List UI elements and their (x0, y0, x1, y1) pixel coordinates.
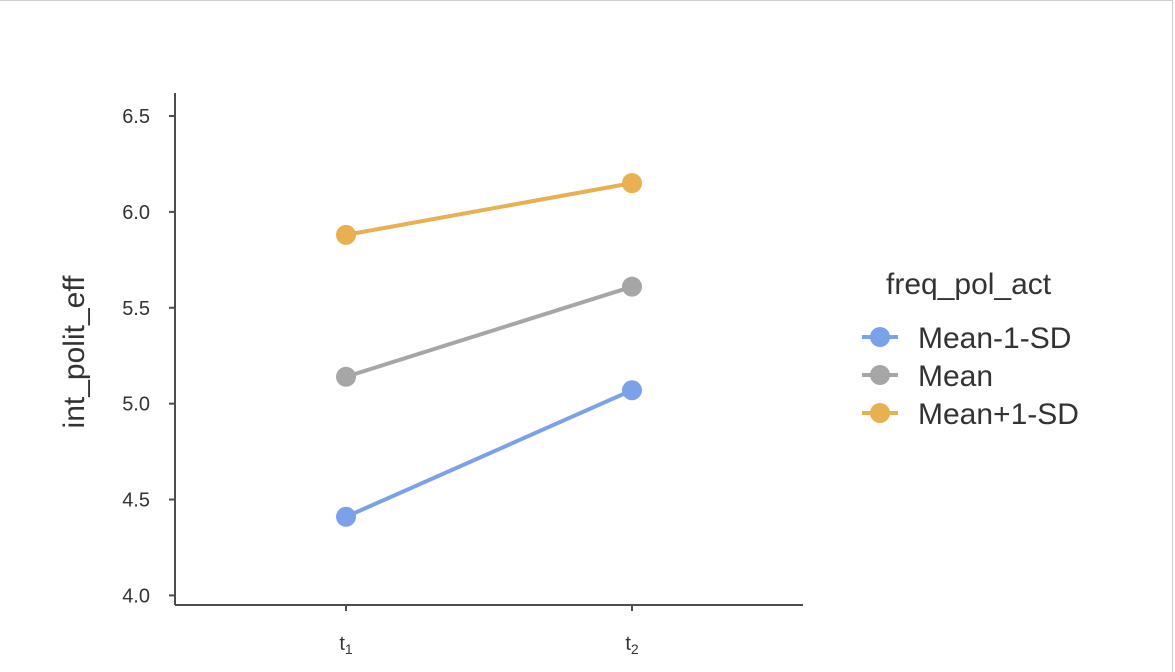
data-point (336, 506, 356, 527)
legend-item: Mean+1-SD (862, 398, 1079, 431)
legend-label: Mean+1-SD (918, 398, 1079, 431)
data-point (622, 380, 642, 401)
x-tick-label: t2 (625, 633, 639, 657)
x-tick-label-base: t (625, 633, 631, 655)
x-ticks: t1 t2 (339, 605, 639, 657)
axes (174, 93, 803, 606)
x-tick-label: t1 (339, 633, 353, 657)
legend-key-point (870, 403, 890, 423)
legend-title: freq_pol_act (886, 268, 1052, 301)
series-line (345, 181, 633, 237)
series-points (336, 173, 642, 527)
legend-item: Mean-1-SD (862, 322, 1071, 355)
legend-key-point (870, 327, 890, 347)
data-point (622, 276, 642, 297)
legend-label: Mean (918, 360, 993, 393)
data-point (336, 224, 356, 245)
legend-label: Mean-1-SD (918, 322, 1071, 355)
x-tick-label-subscript: 1 (345, 641, 353, 657)
x-tick-label-base: t (339, 633, 345, 655)
legend-key-point (870, 365, 890, 385)
data-point (622, 173, 642, 194)
x-tick-label-subscript: 2 (631, 641, 639, 657)
legend-items: Mean-1-SD Mean Mean+1-SD (862, 322, 1079, 431)
y-tick-label: 5.0 (122, 394, 150, 416)
series-lines (345, 181, 633, 519)
y-tick-label: 4.5 (122, 490, 150, 512)
y-tick-label: 6.5 (122, 106, 150, 128)
y-tick-label: 5.5 (122, 298, 150, 320)
y-tick-label: 4.0 (122, 585, 150, 607)
series-line (345, 284, 633, 379)
data-point (336, 366, 356, 387)
y-tick-label: 6.0 (122, 202, 150, 224)
y-axis-title: int_polit_eff (58, 275, 91, 429)
series-line (345, 388, 633, 519)
y-ticks: 4.0 4.5 5.0 5.5 6.0 6.5 (122, 106, 175, 607)
legend-item: Mean (862, 360, 993, 393)
legend: freq_pol_act Mean-1-SD Mean Mean+1-SD (862, 268, 1079, 431)
